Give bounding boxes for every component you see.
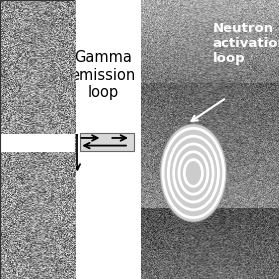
Bar: [0, 0, 141, 279]
Text: Gamma
emission
loop: Gamma emission loop: [71, 50, 136, 100]
Bar: [80, 133, 134, 151]
Bar: [0, 134, 75, 152]
Ellipse shape: [160, 124, 227, 222]
Text: Neutron
activation
loop: Neutron activation loop: [213, 22, 279, 65]
